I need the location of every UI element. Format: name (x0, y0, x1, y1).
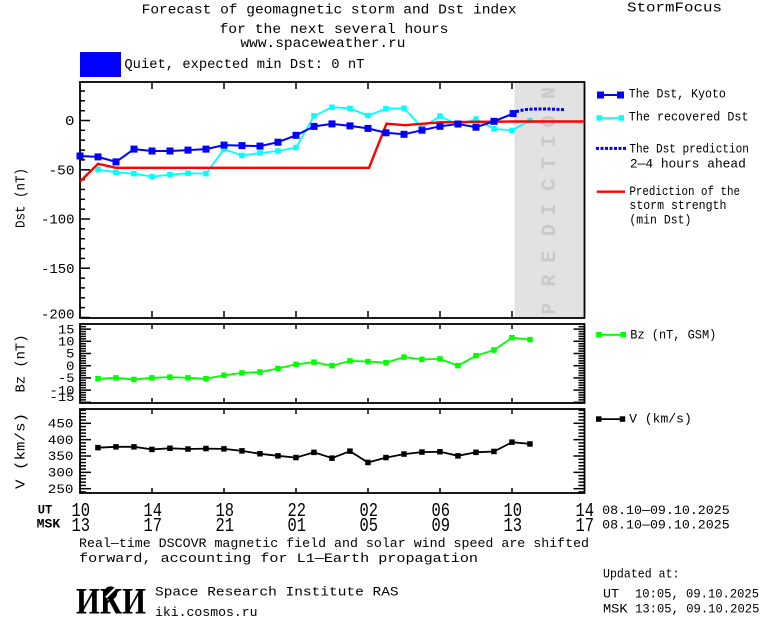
svg-text:10: 10 (72, 500, 91, 522)
svg-text:P: P (539, 303, 562, 315)
svg-text:18: 18 (216, 500, 235, 522)
svg-text:21: 21 (216, 515, 235, 537)
svg-text:-200: -200 (41, 308, 75, 323)
svg-text:-100: -100 (41, 214, 75, 229)
svg-text:iki.cosmos.ru: iki.cosmos.ru (155, 605, 258, 620)
svg-text:14: 14 (144, 500, 163, 522)
svg-text:350: 350 (48, 450, 74, 464)
svg-text:-5: -5 (58, 372, 75, 386)
svg-text:10: 10 (504, 500, 523, 522)
svg-text:V (km/s): V (km/s) (629, 412, 692, 427)
svg-text:02: 02 (360, 500, 379, 522)
svg-text:01: 01 (288, 515, 307, 537)
svg-text:-15: -15 (50, 391, 75, 405)
svg-text:D: D (539, 224, 562, 236)
svg-text:-50: -50 (49, 164, 75, 179)
svg-text:storm strength: storm strength (629, 198, 726, 213)
svg-text:13:05, 09.10.2025: 13:05, 09.10.2025 (635, 602, 759, 617)
svg-text:I: I (539, 135, 562, 147)
svg-text:300: 300 (48, 467, 74, 481)
svg-text:UT: UT (603, 587, 619, 602)
svg-text:06: 06 (432, 500, 451, 522)
svg-text:10:05, 09.10.2025: 10:05, 09.10.2025 (635, 587, 759, 602)
svg-text:08.10—09.10.2025: 08.10—09.10.2025 (602, 517, 730, 532)
svg-text:N: N (539, 87, 562, 99)
svg-text:14: 14 (576, 500, 595, 522)
svg-text:17: 17 (144, 515, 163, 537)
svg-text:10: 10 (58, 336, 75, 350)
svg-text:Space Research Institute RAS: Space Research Institute RAS (155, 585, 399, 600)
svg-text:450: 450 (48, 418, 74, 432)
svg-text:0: 0 (65, 115, 75, 130)
svg-text:250: 250 (48, 483, 74, 497)
svg-text:17: 17 (576, 515, 595, 537)
svg-text:Quiet, expected min Dst: 0 nT: Quiet, expected min Dst: 0 nT (124, 58, 364, 73)
svg-text:I: I (539, 204, 562, 216)
svg-text:C: C (539, 179, 562, 191)
svg-text:05: 05 (360, 515, 379, 537)
svg-text:for the next several hours: for the next several hours (220, 23, 449, 38)
svg-text:Bz (nT, GSM): Bz (nT, GSM) (630, 328, 716, 343)
svg-text:E: E (539, 251, 562, 263)
svg-text:22: 22 (288, 500, 307, 522)
svg-text:13: 13 (72, 515, 91, 537)
svg-text:StormFocus: StormFocus (627, 2, 722, 17)
svg-text:UT: UT (38, 502, 53, 517)
svg-text:13: 13 (504, 515, 523, 537)
svg-text:08.10—09.10.2025: 08.10—09.10.2025 (602, 503, 730, 518)
svg-text:Dst (nT): Dst (nT) (15, 168, 30, 228)
svg-text:V (km/s): V (km/s) (15, 413, 30, 489)
svg-text:2—4 hours ahead: 2—4 hours ahead (630, 157, 746, 172)
svg-text:MSK: MSK (603, 602, 628, 617)
svg-text:15: 15 (58, 323, 75, 337)
svg-text:T: T (539, 157, 562, 169)
svg-text:-10: -10 (50, 384, 75, 398)
svg-text:(min Dst): (min Dst) (629, 212, 691, 227)
svg-text:The Dst prediction: The Dst prediction (629, 142, 749, 157)
svg-text:09: 09 (432, 515, 451, 537)
svg-text:0: 0 (66, 360, 75, 374)
svg-text:The Dst, Kyoto: The Dst, Kyoto (629, 86, 726, 101)
svg-text:Real—time DSCOVR magnetic fiel: Real—time DSCOVR magnetic field and sola… (79, 536, 589, 551)
svg-text:forward, accounting for L1—Ear: forward, accounting for L1—Earth propaga… (79, 551, 478, 566)
svg-text:-150: -150 (41, 263, 75, 278)
svg-text:MSK: MSK (37, 517, 61, 532)
svg-text:R: R (539, 274, 562, 286)
svg-text:www.spaceweather.ru: www.spaceweather.ru (241, 37, 406, 52)
svg-text:Forecast of geomagnetic storm: Forecast of geomagnetic storm and Dst in… (142, 3, 517, 18)
svg-text:The recovered Dst: The recovered Dst (629, 109, 749, 124)
svg-text:Prediction of the: Prediction of the (629, 184, 740, 199)
svg-text:5: 5 (66, 348, 75, 362)
svg-text:Bz (nT): Bz (nT) (15, 335, 30, 393)
svg-text:Updated at:: Updated at: (603, 567, 680, 582)
svg-text:400: 400 (48, 434, 74, 448)
